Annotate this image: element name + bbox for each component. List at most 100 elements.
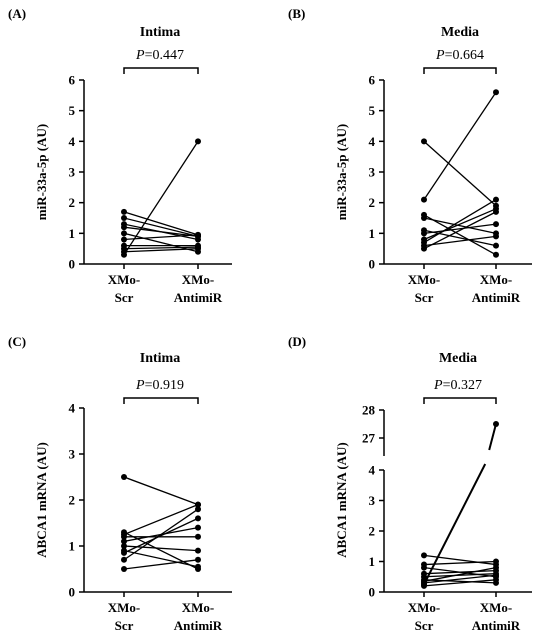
x-tick-label: Scr [415,618,434,633]
pair-line [123,211,199,236]
data-point-scr [121,533,127,540]
pair-line [423,91,497,200]
x-tick-label: XMo- [108,272,141,287]
pair-line [423,463,487,585]
x-tick-label: XMo- [480,272,513,287]
data-point-scr [421,230,427,237]
pair-line [423,223,497,234]
pair-line [123,503,199,536]
y-axis-label: miR-33a-5p (AU) [334,124,349,220]
y-tick-label: 3 [69,447,76,462]
data-point-scr [421,582,427,589]
data-point-scr [121,230,127,237]
pair-line [423,573,497,578]
y-tick-label: 5 [69,103,76,118]
x-tick-label: AntimiR [174,618,223,633]
x-tick-label: XMo- [108,600,141,615]
x-tick-label: AntimiR [174,290,223,305]
data-point-antimir [195,501,201,508]
p-value-label: P=0.664 [435,48,484,63]
y-tick-label: 4 [69,401,76,416]
y-tick-label: 3 [369,165,376,180]
data-point-scr [121,474,127,480]
data-point-scr [421,196,427,203]
data-point-antimir [493,221,499,228]
data-point-antimir [493,251,499,258]
pair-line [123,531,199,570]
x-tick-label: XMo- [480,600,513,615]
x-tick-label: AntimiR [472,290,521,305]
p-value-label: P=0.919 [135,378,184,393]
data-point-antimir [195,138,201,145]
data-point-antimir [493,89,499,96]
panel-b: (B) Media P=0.664 0 1 2 3 4 5 6 XMo- Scr XMo- AntimiR… [288,6,532,305]
panel-d: (D) Media P=0.327 0 1 2 3 4 27 28 XMo- Scr XMo- Antim… [288,334,532,633]
y-tick-label: 4 [369,463,376,478]
pair-line [123,246,199,250]
pair-line [423,211,497,250]
y-tick-label: 0 [69,257,76,272]
panel-letter: (A) [8,6,26,21]
panel-c: (C) Intima P=0.919 0 1 2 3 4 XMo- Scr XMo- AntimiR A… [8,334,232,633]
y-tick-label: 3 [69,165,76,180]
significance-bracket [423,67,497,74]
data-point-scr [421,564,427,571]
data-point-scr [421,552,427,559]
pair-line [423,579,497,587]
pair-line [423,199,497,244]
data-point-scr [421,215,427,221]
data-point-scr [121,538,127,545]
data-point-scr [421,245,427,252]
data-point-scr [121,549,127,556]
y-tick-label: 5 [369,103,376,118]
x-tick-label: Scr [415,290,434,305]
x-tick-label: XMo- [182,600,215,615]
y-tick-label: 6 [369,73,376,88]
pair-line [488,423,497,451]
data-point-scr [121,251,127,258]
data-point-scr [121,566,127,572]
data-point-antimir [195,245,201,252]
data-point-antimir [493,564,499,571]
significance-bracket [423,397,497,404]
panel-title: Media [441,25,479,40]
pair-line [423,217,497,234]
x-tick-label: XMo- [182,272,215,287]
pair-line [123,248,199,253]
pair-line [123,559,199,570]
x-tick-label: XMo- [408,272,441,287]
panel-letter: (D) [288,334,306,349]
y-axis-label: ABCA1 mRNA (AU) [34,442,49,558]
p-value-label: P=0.447 [135,48,184,63]
y-tick-label: 1 [369,554,376,569]
data-point-antimir [195,506,201,513]
data-point-antimir [195,556,201,563]
y-tick-label: 4 [69,134,76,149]
significance-bracket [123,67,199,74]
y-tick-label: 2 [369,195,376,210]
data-point-antimir [493,576,499,583]
panel-title: Intima [140,351,180,366]
y-tick-label: 3 [369,493,376,508]
y-tick-label: 1 [69,226,76,241]
pair-line [423,566,497,582]
pair-line [423,570,497,575]
data-point-antimir [195,231,201,238]
pair-line [123,549,199,568]
panel-title: Media [439,351,477,366]
y-tick-label: 4 [369,134,376,149]
pair-line [123,476,199,506]
data-point-antimir [493,233,499,240]
y-tick-label: 1 [369,226,376,241]
y-tick-label: 0 [369,257,376,272]
data-point-scr [121,556,127,563]
data-point-antimir [493,208,499,215]
data-point-scr [121,208,127,215]
data-point-antimir [493,558,499,565]
data-point-antimir [493,242,499,249]
pair-line [423,554,497,566]
pair-line [423,560,497,566]
pair-line [423,214,497,256]
y-tick-label: 27 [362,431,376,446]
